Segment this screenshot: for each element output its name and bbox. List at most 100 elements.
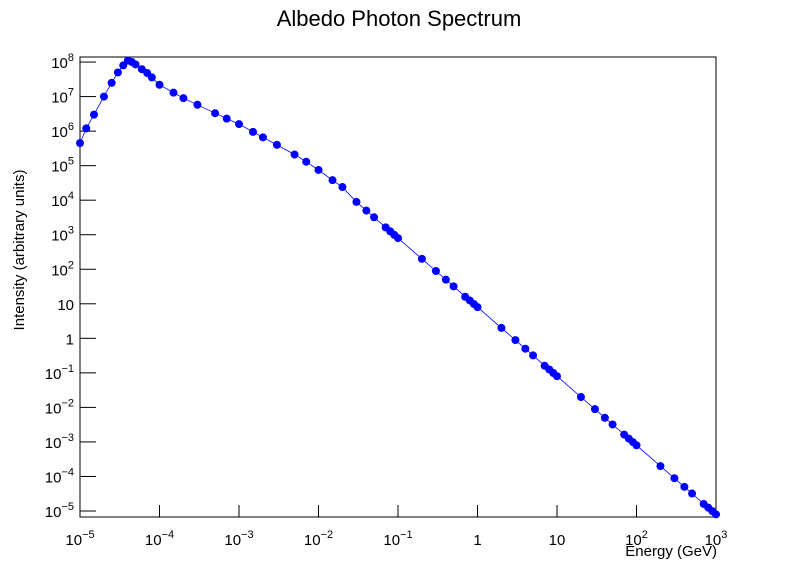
data-point: [211, 109, 220, 118]
tick-label: 10−3: [45, 432, 74, 452]
data-point: [99, 92, 108, 101]
tick-label: 10−4: [45, 466, 74, 486]
tick-label-base: 10: [51, 90, 68, 107]
y-axis-title: Intensity (arbitrary units): [11, 170, 28, 331]
data-point: [656, 462, 665, 471]
data-point: [431, 267, 440, 276]
tick-label: 1: [473, 532, 481, 549]
data-point: [290, 150, 299, 159]
data-point: [272, 140, 281, 149]
tick-label: 10−2: [304, 529, 333, 549]
tick-label-base: 10: [65, 532, 82, 549]
data-point: [553, 372, 561, 381]
tick-label: 10−1: [45, 363, 74, 383]
tick-label-exponent: −5: [82, 529, 95, 541]
data-point: [147, 73, 156, 82]
data-point: [497, 323, 506, 332]
tick-label-base: 10: [51, 193, 68, 210]
data-point: [680, 482, 689, 491]
data-point: [441, 275, 450, 284]
data-point: [235, 120, 243, 129]
tick-label: 106: [51, 121, 74, 141]
tick-label-exponent: 2: [642, 529, 648, 541]
tick-label-exponent: −5: [61, 501, 74, 513]
tick-label: 102: [625, 529, 648, 549]
data-point: [113, 68, 122, 77]
data-point: [449, 282, 458, 291]
tick-label-exponent: −3: [241, 529, 254, 541]
data-point: [89, 110, 98, 119]
data-point: [258, 133, 267, 142]
tick-label-exponent: −2: [321, 529, 334, 541]
data-point: [511, 336, 520, 345]
tick-label-base: 10: [145, 532, 162, 549]
tick-label-exponent: −4: [61, 466, 74, 478]
tick-label-exponent: 3: [721, 529, 727, 541]
tick-label: 10−4: [145, 529, 174, 549]
data-point: [362, 206, 371, 215]
data-point: [370, 213, 379, 222]
data-point: [155, 80, 164, 89]
tick-label-base: 10: [383, 532, 400, 549]
tick-label-base: 10: [51, 55, 68, 72]
tick-label: 10−1: [383, 529, 412, 549]
data-point: [600, 413, 609, 422]
tick-label-exponent: 6: [68, 121, 74, 133]
tick-label: 10−2: [45, 397, 74, 417]
data-point: [193, 100, 202, 109]
tick-label: 102: [51, 259, 74, 279]
data-point: [632, 441, 641, 450]
data-point: [352, 197, 361, 206]
tick-label-base: 10: [51, 262, 68, 279]
tick-label: 10−5: [45, 501, 74, 521]
tick-label-base: 10: [45, 504, 62, 521]
data-point: [473, 303, 482, 312]
tick-label-base: 10: [51, 124, 68, 141]
tick-label-base: 10: [51, 159, 68, 176]
tick-label-exponent: −2: [61, 397, 74, 409]
tick-label-exponent: 3: [68, 225, 74, 237]
tick-label-exponent: −4: [162, 529, 175, 541]
data-point: [131, 60, 140, 69]
tick-label-exponent: 8: [68, 52, 74, 64]
data-point: [222, 114, 231, 123]
tick-label: 107: [51, 87, 74, 107]
data-point: [76, 139, 84, 148]
tick-label-exponent: 7: [68, 87, 74, 99]
tick-label-exponent: −1: [61, 363, 74, 375]
tick-label-exponent: −1: [400, 529, 413, 541]
tick-label-base: 10: [705, 532, 722, 549]
x-axis-title: Energy (GeV): [625, 543, 717, 560]
tick-label: 10: [57, 297, 74, 314]
data-point: [521, 344, 530, 353]
tick-label-base: 10: [45, 400, 62, 417]
tick-label-base: 10: [625, 532, 642, 549]
tick-label-exponent: 5: [68, 156, 74, 168]
tick-label-base: 10: [45, 435, 62, 452]
data-point: [314, 165, 323, 174]
tick-label-base: 10: [45, 366, 62, 383]
data-point: [328, 176, 337, 185]
tick-label: 103: [51, 225, 74, 245]
tick-label: 1: [66, 331, 74, 348]
data-point: [670, 474, 679, 483]
data-point: [338, 183, 347, 192]
tick-label: 103: [705, 529, 728, 549]
tick-label: 104: [51, 190, 74, 210]
chart-title: Albedo Photon Spectrum: [277, 6, 522, 31]
tick-label-exponent: −3: [61, 432, 74, 444]
data-point: [417, 254, 426, 263]
tick-label-base: 10: [224, 532, 241, 549]
tick-label: 10−5: [65, 529, 94, 549]
tick-label-exponent: 2: [68, 259, 74, 271]
tick-label-base: 10: [51, 228, 68, 245]
tick-label-base: 10: [304, 532, 321, 549]
tick-label: 105: [51, 156, 74, 176]
data-point: [712, 510, 720, 519]
data-point: [608, 420, 617, 429]
data-point: [248, 127, 257, 136]
plot-frame: [79, 56, 717, 518]
tick-label-base: 10: [45, 469, 62, 486]
tick-label: 108: [51, 52, 74, 72]
